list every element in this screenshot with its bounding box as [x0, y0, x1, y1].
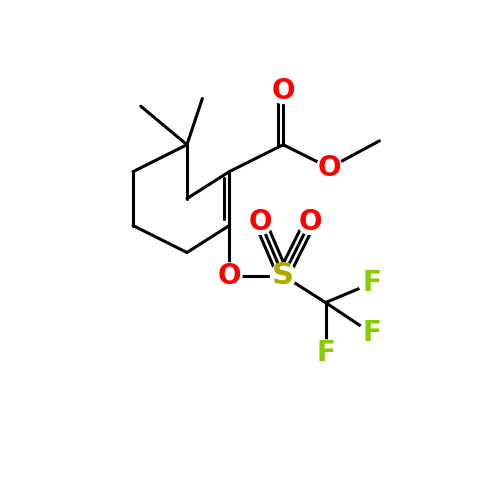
Circle shape	[216, 263, 242, 288]
Text: F: F	[316, 338, 335, 366]
Text: S: S	[272, 261, 294, 290]
Circle shape	[359, 320, 384, 346]
Text: O: O	[218, 262, 241, 289]
Text: O: O	[298, 208, 322, 236]
Circle shape	[298, 209, 323, 234]
Text: O: O	[318, 154, 341, 182]
Text: F: F	[362, 320, 381, 347]
Circle shape	[316, 155, 342, 180]
Text: F: F	[362, 270, 381, 297]
Circle shape	[359, 270, 384, 296]
Text: O: O	[272, 77, 295, 105]
Circle shape	[248, 209, 273, 234]
Text: O: O	[248, 208, 272, 236]
Circle shape	[313, 340, 338, 365]
Circle shape	[270, 263, 296, 288]
Circle shape	[270, 78, 296, 104]
